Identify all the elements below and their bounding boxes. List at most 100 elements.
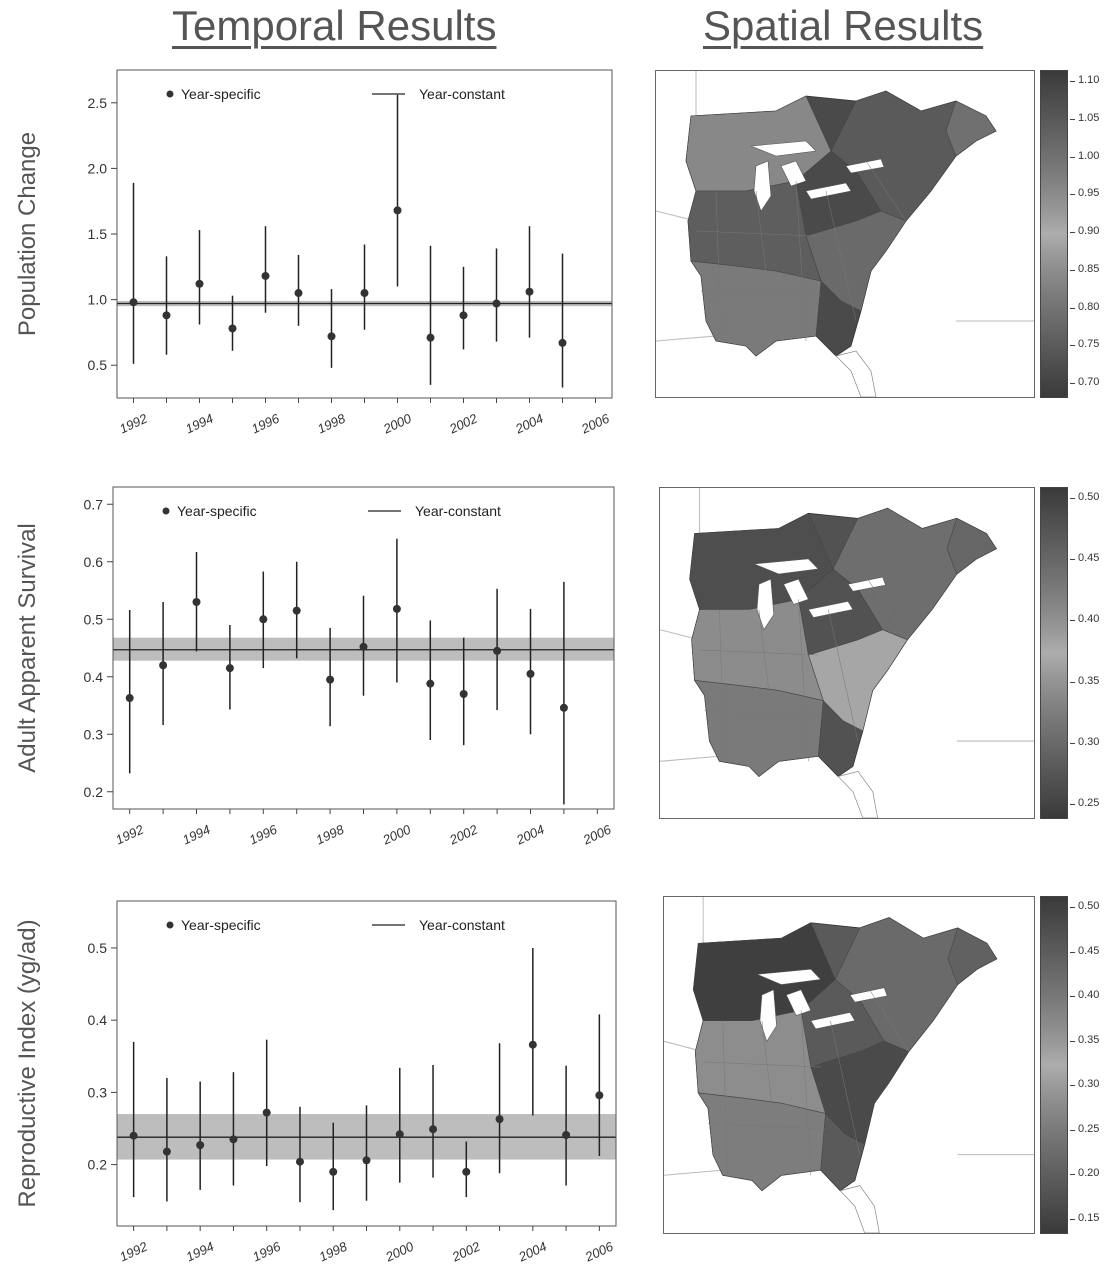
x-tick-label: 1998 <box>317 1238 350 1264</box>
spatial-results-heading: Spatial Results <box>703 2 984 49</box>
data-point <box>229 1135 238 1144</box>
data-point <box>459 311 468 320</box>
data-point <box>294 289 303 298</box>
map-region-midwest <box>691 598 824 701</box>
data-point <box>395 1130 404 1139</box>
y-tick-label: 1.5 <box>88 226 108 242</box>
colorbar-tick-label: 0.40 <box>1069 989 1100 1002</box>
data-point <box>526 669 535 678</box>
data-point <box>459 690 468 698</box>
y-tick-label: 0.4 <box>88 1012 108 1028</box>
x-tick-label: 1996 <box>249 410 282 436</box>
x-tick-label: 2006 <box>578 410 612 437</box>
legend-year-constant-label: Year-constant <box>419 917 505 933</box>
legend-point-marker <box>162 507 170 515</box>
population-change-map <box>655 70 1035 398</box>
data-point <box>261 271 270 280</box>
colorbar-tick-label: 0.20 <box>1069 1167 1100 1180</box>
colorbar-tick-label: 1.05 <box>1069 111 1100 124</box>
legend-point-marker <box>166 921 174 929</box>
adult-survival-map <box>659 487 1035 819</box>
map-great-lakes <box>750 140 885 212</box>
colorbar-tick-label: 1.00 <box>1069 149 1100 162</box>
colorbar-tick-label: 0.80 <box>1069 300 1100 313</box>
data-point <box>162 311 171 320</box>
colorbar-tick-label: 0.45 <box>1069 552 1100 565</box>
y-tick-label: 0.5 <box>84 611 104 627</box>
colorbar-tick-label: 0.50 <box>1069 900 1100 912</box>
legend-year-constant-label: Year-constant <box>419 86 505 102</box>
data-point <box>493 646 502 655</box>
data-point <box>159 661 168 670</box>
colorbar-tick-label: 0.70 <box>1069 376 1100 388</box>
adult-survival-chart: 0.2 0.3 0.4 0.5 0.6 0.7 1992 1994 1996 1998 2000 20… <box>14 486 615 848</box>
data-point <box>129 298 138 307</box>
map-region-midwest <box>695 1010 826 1114</box>
map-florida-outline <box>835 350 877 397</box>
data-point <box>292 606 301 615</box>
x-tick-label: 1992 <box>117 410 150 436</box>
colorbar-tick-label: 0.25 <box>1069 1122 1100 1135</box>
y-axis-label: Reproductive Index (yg/ad) <box>14 919 41 1207</box>
colorbar-tick-label: 0.50 <box>1069 491 1100 503</box>
colorbar-tick-label: 0.35 <box>1069 674 1100 687</box>
y-tick-label: 0.3 <box>84 726 104 742</box>
x-tick-label: 2000 <box>382 1238 416 1265</box>
data-point <box>259 615 268 624</box>
y-tick-label: 0.2 <box>84 784 104 800</box>
population-change-chart: 0.5 1.0 1.5 2.0 2.5 1992 1994 1996 1998 2000 2002 2… <box>14 69 613 437</box>
x-tick-label: 1994 <box>184 1239 217 1265</box>
data-point <box>528 1040 537 1049</box>
y-tick-label: 0.4 <box>84 669 104 685</box>
map-region-appalachia <box>805 210 907 312</box>
x-tick-label: 1994 <box>183 411 216 437</box>
y-tick-label: 0.5 <box>88 940 108 956</box>
legend-point-marker <box>166 90 174 98</box>
data-point <box>558 338 567 347</box>
colorbar-tick-label: 0.75 <box>1069 338 1100 351</box>
data-point <box>327 332 336 341</box>
x-tick-label: 1992 <box>117 1238 150 1264</box>
y-tick-label: 0.2 <box>88 1157 108 1173</box>
data-point <box>426 679 435 688</box>
x-tick-label: 1996 <box>247 821 280 847</box>
colorbar-tick-label: 0.85 <box>1069 262 1100 275</box>
data-point <box>192 598 201 606</box>
data-point <box>462 1167 471 1176</box>
y-axis-label: Population Change <box>14 132 41 336</box>
data-point <box>228 324 237 333</box>
map-region-midwest <box>687 180 822 282</box>
data-point <box>329 1167 338 1176</box>
x-tick-label: 2004 <box>513 822 546 848</box>
map-region-appalachia <box>808 629 908 732</box>
y-tick-label: 0.7 <box>84 496 104 512</box>
colorbar-tick-label: 0.30 <box>1069 735 1100 748</box>
data-point <box>162 1147 171 1156</box>
colorbar-tick-label: 0.35 <box>1069 1033 1100 1046</box>
reproductive-index-map <box>663 896 1035 1234</box>
data-point <box>225 664 234 673</box>
y-tick-label: 0.3 <box>88 1084 108 1100</box>
population-change-colorbar <box>1040 70 1068 398</box>
data-point <box>362 1156 371 1165</box>
colorbar-tick-label: 0.45 <box>1069 944 1100 957</box>
map-state-lines <box>703 989 909 1176</box>
map-region-maritime <box>947 927 998 986</box>
x-tick-label: 1998 <box>314 821 347 847</box>
map-florida-outline <box>839 1185 880 1233</box>
data-point <box>495 1115 504 1124</box>
data-point <box>392 604 401 613</box>
colorbar-tick-label: 0.90 <box>1069 225 1100 237</box>
colorbar-tick-label: 0.95 <box>1069 187 1100 200</box>
legend-year-specific-label: Year-specific <box>181 917 261 933</box>
map-great-lakes <box>756 968 888 1042</box>
map-florida-outline <box>837 771 879 818</box>
map-state-lines <box>695 160 907 342</box>
legend-year-specific-label: Year-specific <box>181 86 261 102</box>
map-region-maritime <box>945 100 997 157</box>
colorbar-tick-label: 0.25 <box>1069 797 1100 809</box>
data-point <box>326 675 335 684</box>
x-tick-label: 1998 <box>315 410 348 436</box>
plot-frame <box>116 69 613 399</box>
map-great-lakes <box>753 558 886 631</box>
